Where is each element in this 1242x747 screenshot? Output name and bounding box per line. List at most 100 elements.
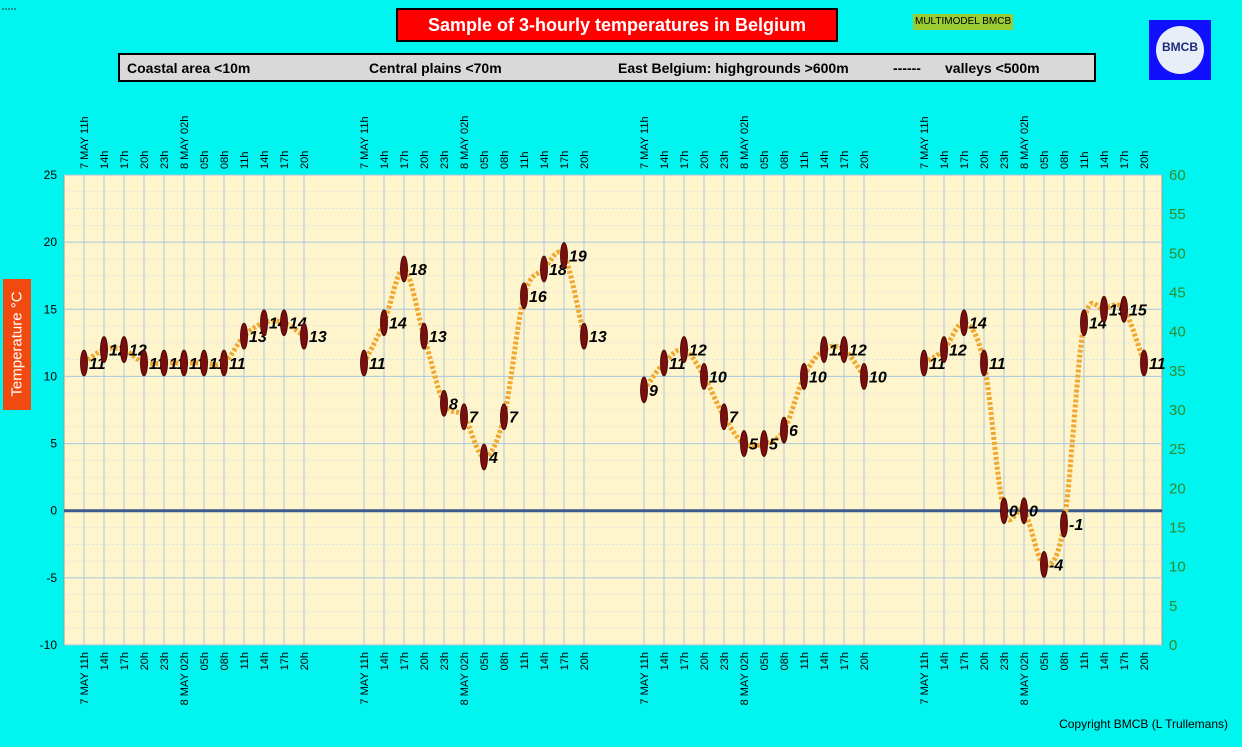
x-tick-label-top: 11h	[519, 151, 531, 169]
data-label: 0	[1029, 504, 1038, 521]
x-tick-label-top: 20h	[979, 151, 991, 169]
x-tick-label-bottom: 14h	[1099, 652, 1111, 670]
y-tick-label: 15	[44, 302, 58, 316]
logo-text: BMCB	[1162, 40, 1198, 54]
data-point	[820, 336, 828, 363]
y2-tick-label: 50	[1169, 245, 1186, 262]
data-point	[240, 322, 248, 350]
x-tick-label-bottom: 23h	[439, 652, 451, 670]
data-point	[680, 336, 688, 363]
y2-tick-label: 10	[1169, 559, 1186, 576]
region-legend: Coastal area <10m Central plains <70m Ea…	[118, 53, 1096, 82]
y2-tick-label: 30	[1169, 402, 1186, 419]
data-point	[560, 242, 568, 269]
data-label: 5	[769, 437, 779, 454]
x-tick-label-top: 05h	[479, 151, 491, 169]
x-tick-label-top: 14h	[819, 151, 831, 169]
x-tick-label-bottom: 7 MAY 11h	[919, 652, 931, 705]
multimodel-badge: MULTIMODEL BMCB	[913, 14, 1014, 30]
data-point	[400, 255, 408, 283]
data-point	[180, 349, 188, 377]
x-tick-label-bottom: 20h	[1139, 652, 1151, 670]
x-tick-label-top: 8 MAY 02h	[179, 116, 191, 169]
y2-tick-label: 20	[1169, 480, 1186, 497]
x-tick-label-top: 17h	[839, 151, 851, 169]
data-point	[1080, 309, 1088, 337]
data-point	[580, 322, 588, 350]
y-tick-label: 20	[44, 235, 58, 249]
y-tick-label: 0	[50, 504, 57, 518]
data-point	[360, 349, 368, 377]
x-tick-label-bottom: 14h	[379, 652, 391, 670]
copyright: Copyright BMCB (L Trullemans)	[1059, 717, 1228, 731]
data-point	[940, 336, 948, 363]
data-label: 13	[309, 329, 327, 346]
x-tick-label-top: 20h	[419, 151, 431, 169]
data-label: 18	[409, 262, 427, 279]
data-point	[1120, 295, 1128, 323]
data-point	[980, 349, 988, 377]
x-tick-label-bottom: 8 MAY 02h	[739, 652, 751, 705]
x-tick-label-bottom: 14h	[659, 652, 671, 670]
x-tick-label-top: 11h	[239, 151, 251, 169]
x-tick-label-top: 20h	[299, 151, 311, 169]
data-point	[960, 309, 968, 337]
x-tick-label-bottom: 20h	[699, 652, 711, 670]
x-tick-label-bottom: 20h	[139, 652, 151, 670]
data-point	[640, 376, 648, 404]
x-tick-label-bottom: 08h	[499, 652, 511, 670]
x-tick-label-top: 23h	[159, 151, 171, 169]
data-label: 11	[229, 356, 246, 373]
data-point	[200, 349, 208, 377]
x-tick-label-top: 7 MAY 11h	[79, 116, 91, 169]
data-label: 0	[1009, 504, 1018, 521]
data-label: 15	[1129, 302, 1148, 319]
data-point	[260, 309, 268, 337]
x-tick-label-bottom: 14h	[539, 652, 551, 670]
x-tick-label-top: 20h	[859, 151, 871, 169]
x-tick-label-bottom: 7 MAY 11h	[79, 652, 91, 705]
data-point	[1020, 497, 1028, 525]
x-tick-label-bottom: 23h	[999, 652, 1011, 670]
x-tick-label-bottom: 20h	[859, 652, 871, 670]
data-label: 19	[569, 249, 587, 266]
data-label: 11	[1149, 356, 1166, 373]
data-label: 16	[529, 289, 547, 306]
data-label: 5	[749, 437, 759, 454]
data-point	[80, 349, 88, 377]
data-label: 11	[989, 356, 1006, 373]
x-tick-label-top: 17h	[559, 151, 571, 169]
chart-title: Sample of 3-hourly temperatures in Belgi…	[396, 8, 838, 42]
x-tick-label-top: 05h	[759, 151, 771, 169]
data-point	[760, 430, 768, 457]
y-axis-label-box	[3, 279, 31, 410]
region-dashes: ------	[893, 60, 921, 76]
data-point	[520, 282, 528, 310]
y2-tick-label: 60	[1169, 167, 1186, 184]
data-label: 11	[89, 356, 106, 373]
x-tick-label-bottom: 20h	[299, 652, 311, 670]
x-tick-label-top: 7 MAY 11h	[359, 116, 371, 169]
data-point	[1060, 510, 1068, 538]
x-tick-label-top: 17h	[679, 151, 691, 169]
x-tick-label-bottom: 7 MAY 11h	[639, 652, 651, 705]
x-tick-label-top: 20h	[139, 151, 151, 169]
data-point	[480, 443, 488, 471]
data-label: 9	[649, 383, 658, 400]
x-tick-label-top: 23h	[719, 151, 731, 169]
data-label: 10	[869, 369, 887, 386]
data-point	[300, 322, 308, 350]
data-label: -1	[1069, 517, 1083, 534]
data-label: 10	[709, 369, 727, 386]
data-point	[720, 403, 728, 431]
data-point	[740, 430, 748, 457]
region-coastal: Coastal area <10m	[127, 60, 251, 76]
data-label: 12	[689, 343, 707, 360]
x-tick-label-bottom: 14h	[819, 652, 831, 670]
data-point	[1000, 497, 1008, 525]
x-tick-label-bottom: 14h	[259, 652, 271, 670]
x-tick-label-top: 20h	[699, 151, 711, 169]
x-tick-label-bottom: 17h	[679, 652, 691, 670]
x-tick-label-bottom: 17h	[1119, 652, 1131, 670]
